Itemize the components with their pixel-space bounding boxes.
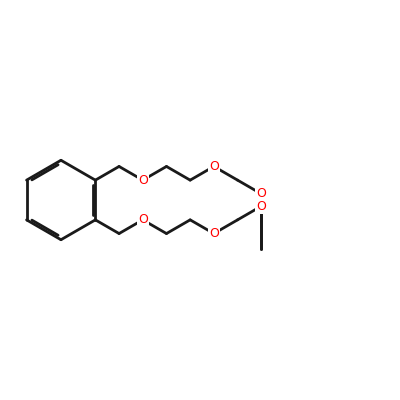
Text: O: O bbox=[209, 160, 219, 173]
Text: O: O bbox=[256, 200, 266, 213]
Text: O: O bbox=[256, 187, 266, 200]
Text: O: O bbox=[138, 174, 148, 187]
Text: O: O bbox=[209, 227, 219, 240]
Text: O: O bbox=[138, 213, 148, 226]
